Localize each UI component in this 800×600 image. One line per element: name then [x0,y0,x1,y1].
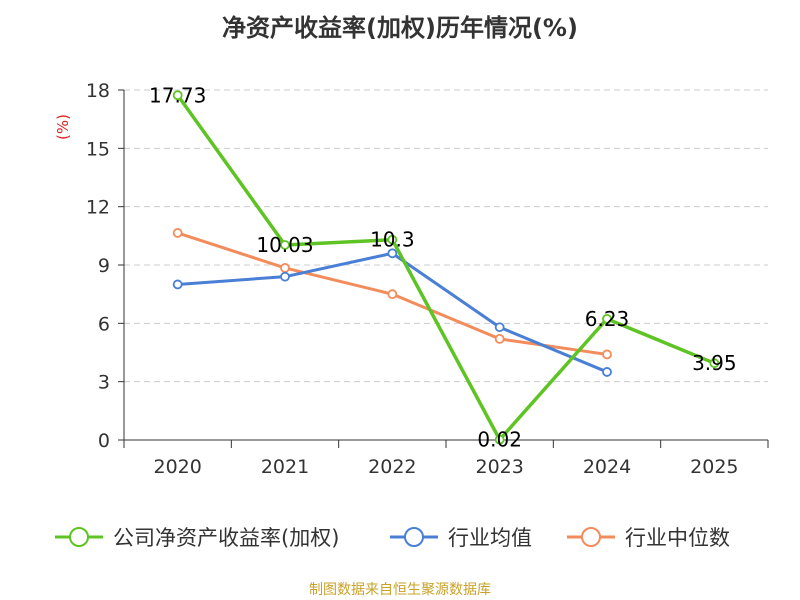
data-label: 3.95 [692,351,737,375]
y-tick-label: 6 [98,313,110,335]
data-point-1 [602,367,612,377]
data-label: 0.02 [477,428,522,452]
x-tick-label: 2022 [368,456,416,478]
data-label: 10.03 [256,233,313,257]
legend-swatch-marker [404,527,424,547]
data-point-2 [280,263,290,273]
legend-label: 行业中位数 [625,526,730,550]
data-point-1 [172,279,183,290]
data-label: 10.3 [370,228,415,252]
legend-swatch-marker [581,527,601,547]
x-tick-label: 2024 [583,456,631,478]
x-tick-label: 2025 [690,456,738,478]
y-tick-label: 18 [86,80,110,102]
data-point-2 [494,333,505,344]
legend-label: 公司净资产收益率(加权) [113,526,339,550]
data-point-1 [494,322,505,333]
data-label: 17.73 [149,83,206,107]
data-point-2 [602,349,612,360]
data-point-0 [494,434,505,445]
y-tick-label: 9 [98,255,110,277]
x-tick-label: 2023 [475,456,523,478]
data-point-0 [280,240,290,250]
chart-title: 净资产收益率(加权)历年情况(%) [222,14,578,42]
data-point-0 [172,90,183,101]
data-label: 6.23 [585,307,630,331]
x-tick-label: 2020 [153,456,201,478]
source-note: 制图数据来自恒生聚源数据库 [309,582,491,598]
y-tick-label: 0 [98,430,110,452]
x-tick-label: 2021 [261,456,309,478]
y-tick-label: 12 [86,197,110,219]
legend-swatch-marker [69,527,89,547]
y-tick-label: 15 [86,138,110,160]
series-line-0 [176,94,716,442]
data-point-0 [387,234,398,245]
series-line-1 [177,251,608,374]
y-axis-label: (%) [54,114,72,140]
y-tick-label: 3 [98,372,110,394]
data-point-0 [602,313,612,324]
legend-label: 行业均值 [448,526,532,550]
data-point-2 [172,228,183,238]
data-point-1 [387,248,398,259]
data-point-2 [387,289,398,300]
data-point-0 [709,358,720,369]
data-point-1 [280,271,290,282]
